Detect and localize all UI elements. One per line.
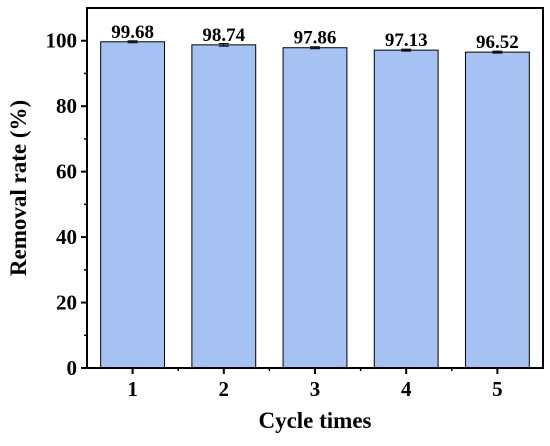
- y-tick-label-40: 40: [56, 225, 77, 249]
- error-bar-3: [310, 46, 320, 50]
- bar-3: [282, 47, 348, 369]
- y-axis-title: Removal rate (%): [6, 100, 31, 276]
- data-labels-layer: 99.68 98.74 97.86 97.13 96.52: [111, 22, 519, 53]
- x-axis-title: Cycle times: [258, 408, 371, 433]
- x-tick-label-5: 5: [492, 377, 503, 401]
- y-tick-label-100: 100: [46, 29, 78, 53]
- y-axis: 0 20 40 60 80 100: [46, 29, 87, 380]
- bars-layer: [100, 41, 530, 369]
- data-label-1: 99.68: [111, 22, 154, 43]
- error-bar-2: [218, 43, 229, 47]
- bar-5: [464, 51, 530, 369]
- error-bar-4: [401, 48, 412, 52]
- bar-2: [191, 44, 257, 369]
- bar-1: [100, 41, 166, 369]
- error-bar-5: [492, 50, 503, 54]
- bar-4: [373, 49, 439, 369]
- y-tick-label-80: 80: [56, 94, 77, 118]
- x-axis: 1 2 3 4 5: [127, 368, 503, 401]
- error-bars-layer: [127, 40, 503, 54]
- y-tick-label-20: 20: [56, 291, 77, 315]
- y-tick-label-0: 0: [67, 356, 78, 380]
- x-tick-label-3: 3: [310, 377, 321, 401]
- data-label-3: 97.86: [294, 28, 337, 49]
- x-tick-label-1: 1: [127, 377, 138, 401]
- data-label-4: 97.13: [385, 30, 428, 51]
- x-tick-label-4: 4: [401, 377, 412, 401]
- y-tick-label-60: 60: [56, 160, 77, 184]
- error-bar-1: [127, 40, 138, 44]
- x-tick-label-2: 2: [219, 377, 230, 401]
- data-label-5: 96.52: [476, 32, 519, 53]
- data-label-2: 98.74: [202, 25, 245, 46]
